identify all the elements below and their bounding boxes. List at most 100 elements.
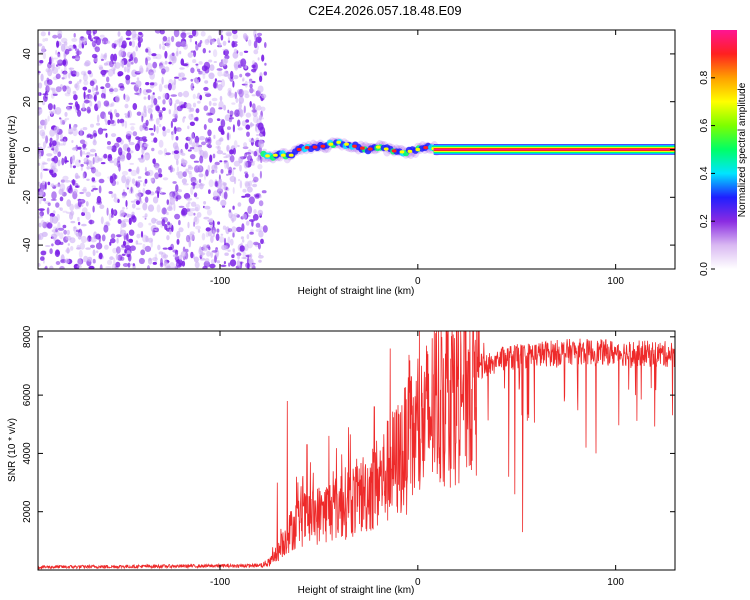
noise-speckle bbox=[249, 83, 253, 89]
noise-speckle bbox=[121, 122, 125, 127]
noise-speckle bbox=[79, 128, 83, 137]
noise-speckle bbox=[40, 73, 44, 82]
noise-speckle bbox=[212, 81, 219, 89]
noise-speckle bbox=[132, 51, 136, 59]
noise-speckle bbox=[130, 82, 136, 85]
noise-speckle bbox=[173, 126, 177, 135]
noise-speckle bbox=[87, 109, 91, 113]
noise-speckle bbox=[190, 132, 195, 140]
noise-speckle bbox=[195, 63, 199, 66]
noise-speckle bbox=[126, 63, 131, 71]
noise-speckle bbox=[48, 110, 54, 115]
noise-speckle bbox=[247, 240, 253, 249]
noise-speckle bbox=[248, 180, 253, 187]
noise-speckle bbox=[108, 86, 114, 95]
noise-speckle bbox=[169, 196, 176, 205]
noise-speckle bbox=[259, 194, 262, 199]
noise-speckle bbox=[79, 139, 86, 145]
colorbar: 0.0 0.2 0.4 0.6 0.8 Normalized spectral ampl… bbox=[699, 30, 748, 276]
noise-speckle bbox=[170, 266, 176, 269]
noise-speckle bbox=[177, 189, 182, 193]
noise-speckle bbox=[115, 112, 120, 118]
noise-speckle bbox=[229, 175, 236, 183]
noise-speckle bbox=[189, 231, 195, 236]
noise-speckle bbox=[99, 66, 104, 71]
noise-speckle bbox=[105, 82, 111, 88]
noise-speckle bbox=[150, 104, 154, 108]
noise-speckle bbox=[52, 210, 56, 215]
noise-speckle bbox=[253, 30, 257, 38]
noise-speckle bbox=[92, 249, 96, 256]
noise-speckle bbox=[152, 229, 156, 236]
noise-speckle bbox=[154, 30, 161, 34]
noise-speckle bbox=[172, 254, 179, 258]
noise-speckle bbox=[74, 57, 81, 60]
noise-speckle bbox=[66, 105, 69, 109]
noise-speckle bbox=[204, 173, 206, 181]
noise-speckle bbox=[145, 69, 148, 73]
noise-speckle bbox=[243, 105, 246, 114]
x-tick-label: 0 bbox=[415, 577, 421, 588]
noise-speckle bbox=[231, 42, 238, 48]
noise-speckle bbox=[165, 152, 171, 156]
noise-speckle bbox=[219, 190, 222, 196]
noise-speckle bbox=[243, 160, 249, 169]
noise-speckle bbox=[104, 114, 107, 122]
noise-speckle bbox=[87, 256, 93, 262]
noise-speckle bbox=[63, 119, 67, 123]
noise-speckle bbox=[128, 229, 135, 236]
noise-speckle bbox=[105, 266, 112, 269]
noise-speckle bbox=[180, 104, 187, 109]
noise-speckle bbox=[68, 72, 71, 79]
noise-speckle bbox=[166, 212, 169, 216]
noise-speckle bbox=[244, 243, 249, 252]
noise-speckle bbox=[134, 92, 140, 96]
noise-speckle bbox=[145, 89, 152, 93]
noise-speckle bbox=[70, 70, 73, 76]
noise-speckle bbox=[53, 126, 60, 134]
noise-speckle bbox=[129, 162, 134, 165]
noise-speckle bbox=[61, 77, 65, 80]
noise-speckle bbox=[38, 143, 41, 146]
noise-speckle bbox=[157, 110, 164, 114]
noise-speckle bbox=[244, 93, 250, 99]
noise-speckle bbox=[232, 124, 235, 133]
noise-speckle bbox=[79, 149, 83, 157]
noise-speckle bbox=[179, 50, 182, 55]
noise-speckle bbox=[208, 100, 212, 106]
noise-speckle bbox=[38, 125, 43, 129]
noise-speckle bbox=[184, 142, 189, 150]
noise-speckle bbox=[60, 37, 68, 44]
noise-speckle bbox=[166, 265, 171, 269]
noise-speckle bbox=[194, 135, 200, 144]
noise-speckle bbox=[86, 155, 90, 158]
noise-speckle bbox=[247, 205, 253, 215]
noise-speckle bbox=[232, 80, 235, 88]
noise-speckle bbox=[42, 180, 46, 186]
noise-speckle bbox=[101, 234, 106, 242]
noise-speckle bbox=[87, 70, 92, 75]
noise-speckle bbox=[235, 226, 243, 233]
snr-y-axis-label: SNR (10 * v/v) bbox=[7, 418, 18, 482]
noise-speckle bbox=[105, 40, 111, 44]
noise-speckle bbox=[142, 215, 147, 218]
noise-speckle bbox=[248, 39, 252, 47]
noise-speckle bbox=[59, 207, 63, 211]
noise-speckle bbox=[115, 253, 119, 261]
noise-speckle bbox=[123, 66, 127, 73]
noise-speckle bbox=[123, 218, 130, 223]
noise-speckle bbox=[178, 220, 181, 226]
noise-speckle bbox=[109, 160, 114, 164]
noise-speckle bbox=[182, 246, 186, 253]
noise-speckle bbox=[253, 241, 259, 246]
noise-speckle bbox=[176, 166, 179, 174]
noise-speckle bbox=[148, 222, 152, 226]
noise-speckle bbox=[99, 204, 105, 209]
noise-speckle bbox=[78, 199, 83, 203]
noise-speckle bbox=[141, 115, 144, 123]
noise-speckle bbox=[254, 33, 257, 42]
x-tick-label: 0 bbox=[415, 276, 421, 287]
noise-speckle bbox=[151, 147, 155, 152]
noise-speckle bbox=[57, 59, 64, 66]
noise-speckle bbox=[120, 44, 127, 49]
